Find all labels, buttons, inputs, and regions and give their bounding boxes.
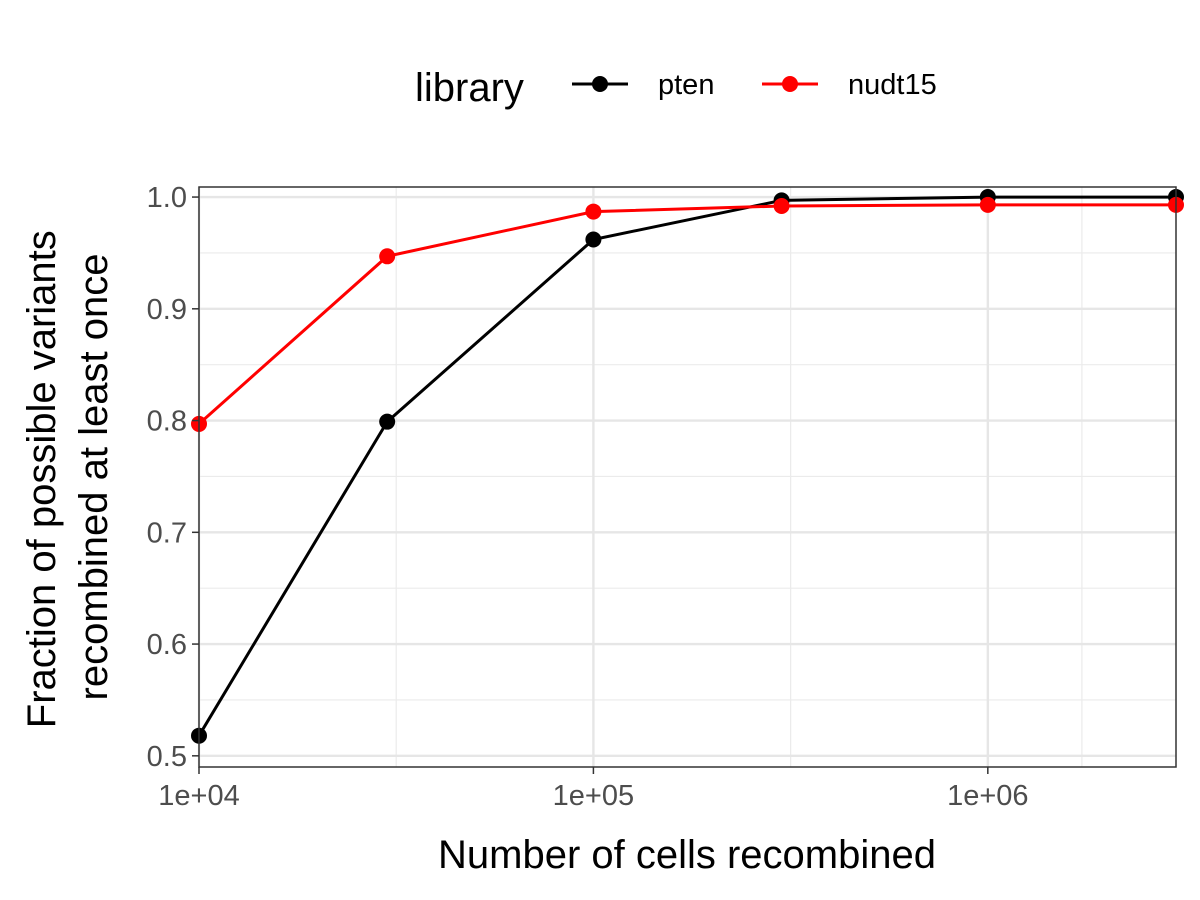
x-axis-title: Number of cells recombined [438, 833, 936, 877]
data-point-nudt15 [979, 196, 996, 213]
y-axis-title-line-2: recombined at least once [72, 254, 116, 701]
plot-area [191, 186, 1184, 768]
data-point-pten [585, 231, 602, 248]
y-axis: 0.5 0.6 0.7 0.8 0.9 1.0 [147, 182, 199, 773]
legend-label-nudt15: nudt15 [848, 69, 937, 101]
data-point-pten [379, 413, 396, 430]
data-point-nudt15 [585, 203, 602, 220]
series-layer [191, 189, 1184, 744]
legend-key-point-pten [592, 76, 608, 92]
y-tick-label: 0.6 [147, 629, 187, 661]
y-tick-label: 0.7 [147, 517, 187, 549]
plot-border [198, 186, 1177, 768]
x-tick-label: 1e+05 [553, 780, 634, 812]
series-line-pten [197, 195, 1176, 737]
y-tick-label: 0.5 [147, 741, 187, 773]
data-point-nudt15 [773, 197, 790, 214]
y-tick-label: 0.8 [147, 406, 187, 438]
legend-title: library [415, 66, 524, 110]
legend-items: pten nudt15 [572, 69, 937, 101]
legend-label-pten: pten [658, 69, 714, 101]
y-axis-title-line-1: Fraction of possible variants [20, 230, 64, 728]
legend: library pten nudt15 [415, 66, 937, 110]
x-axis: 1e+04 1e+05 1e+06 [158, 767, 1029, 812]
major-gridlines [197, 187, 1176, 767]
legend-key-point-nudt15 [782, 76, 798, 92]
y-tick-label: 0.9 [147, 294, 187, 326]
y-axis-title: Fraction of possible variants recombined… [20, 226, 116, 728]
data-point-nudt15 [379, 248, 396, 265]
minor-gridlines [199, 187, 1176, 767]
x-tick-label: 1e+06 [947, 780, 1028, 812]
y-tick-label: 1.0 [147, 182, 187, 214]
series-line-nudt15 [198, 203, 1176, 426]
x-tick-label: 1e+04 [158, 780, 239, 812]
